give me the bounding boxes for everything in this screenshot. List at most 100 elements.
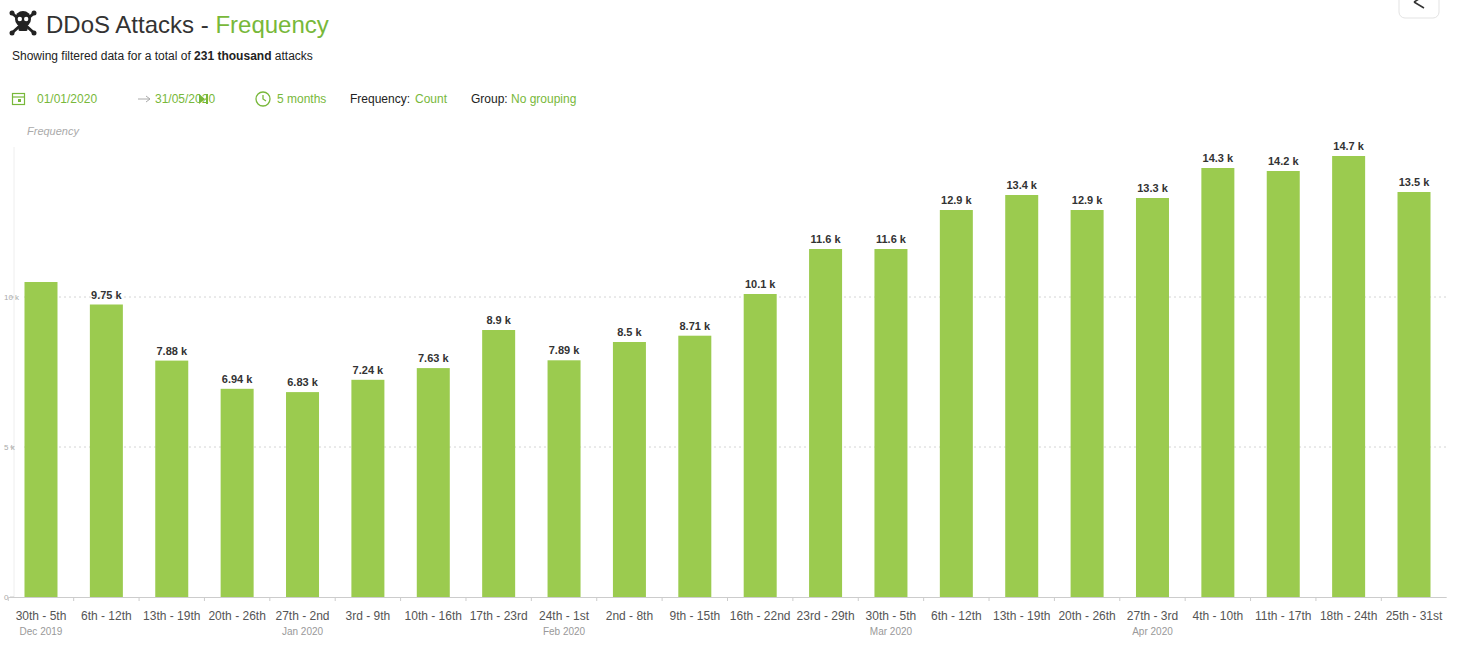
title-main: DDoS Attacks - xyxy=(46,11,215,38)
bar xyxy=(1398,192,1431,597)
calendar-frame xyxy=(13,94,25,105)
x-tick-label: 6th - 12th xyxy=(931,609,982,623)
x-tick-label: 30th - 5th xyxy=(16,609,67,623)
x-tick xyxy=(727,597,728,601)
period-label: Dec 2019 xyxy=(20,626,63,637)
skull-icon xyxy=(10,11,37,36)
x-tick-label: 13th - 19th xyxy=(993,609,1050,623)
period-label: Feb 2020 xyxy=(543,626,586,637)
clock-face xyxy=(256,92,270,106)
x-tick xyxy=(596,597,597,601)
bar xyxy=(874,249,907,597)
bar xyxy=(809,249,842,597)
x-tick xyxy=(531,597,532,601)
title: DDoS Attacks - Frequency xyxy=(46,11,329,38)
x-tick-label: 25th - 31st xyxy=(1386,609,1443,623)
eye xyxy=(24,17,28,21)
skull xyxy=(15,11,31,27)
x-tick xyxy=(8,597,9,601)
chart: DDoS Attacks - Frequency Showing filtered… xyxy=(0,0,1457,645)
x-tick-label: 6th - 12th xyxy=(81,609,132,623)
clock-icon xyxy=(256,92,270,106)
calendar-icon xyxy=(13,94,25,105)
calendar-line xyxy=(13,96,25,97)
share-icon xyxy=(1414,0,1424,8)
bar xyxy=(1136,198,1169,597)
period-label: Apr 2020 xyxy=(1132,626,1173,637)
bar xyxy=(1332,156,1365,597)
x-tick xyxy=(1250,597,1251,601)
bar xyxy=(286,392,319,597)
data-label: 11.6 k xyxy=(876,233,907,245)
data-label: 8.5 k xyxy=(617,326,642,338)
bar xyxy=(1201,168,1234,597)
x-tick-label: 23rd - 29th xyxy=(797,609,855,623)
duration: 5 months xyxy=(277,92,326,106)
data-label: 14.2 k xyxy=(1268,155,1299,167)
data-label: 12.9 k xyxy=(941,194,972,206)
x-tick xyxy=(1185,597,1186,601)
x-tick-label: 18th - 24th xyxy=(1320,609,1377,623)
x-tick xyxy=(465,597,466,601)
bar xyxy=(155,361,188,597)
y-tick-label: 10 k xyxy=(4,293,20,302)
data-label: 7.24 k xyxy=(353,364,384,376)
y-axis-line xyxy=(14,147,15,597)
clock-hands xyxy=(263,95,266,101)
period-label: Mar 2020 xyxy=(870,626,913,637)
bar xyxy=(1005,195,1038,597)
x-tick xyxy=(792,597,793,601)
subtitle: Showing filtered data for a total of 231… xyxy=(12,49,313,63)
bar xyxy=(351,380,384,597)
bar xyxy=(90,305,123,598)
y-tick-label: 5 k xyxy=(4,443,16,452)
data-label: 6.83 k xyxy=(287,376,318,388)
data-label: 7.89 k xyxy=(549,344,580,356)
share-button[interactable] xyxy=(1399,0,1439,18)
x-tick xyxy=(335,597,336,601)
x-tick xyxy=(1315,597,1316,601)
arrow-icon xyxy=(138,96,150,102)
period-label: Jan 2020 xyxy=(282,626,324,637)
y-axis-label: Frequency xyxy=(27,125,80,137)
x-tick-label: 20th - 26th xyxy=(208,609,265,623)
bar xyxy=(613,342,646,597)
x-tick-label: 16th - 22nd xyxy=(730,609,791,623)
data-label: 13.5 k xyxy=(1399,176,1430,188)
bone-end xyxy=(32,31,37,36)
bone-end xyxy=(32,11,37,16)
bar xyxy=(744,294,777,597)
x-tick-label: 20th - 26th xyxy=(1058,609,1115,623)
jaw xyxy=(19,25,28,31)
y-tick-label: 0 xyxy=(4,593,9,602)
x-tick-label: 10th - 16th xyxy=(405,609,462,623)
x-tick xyxy=(1119,597,1120,601)
x-tick-label: 17th - 23rd xyxy=(470,609,528,623)
x-tick-label: 3rd - 9th xyxy=(346,609,391,623)
x-tick-label: 13th - 19th xyxy=(143,609,200,623)
x-tick-label: 9th - 15th xyxy=(669,609,720,623)
data-label: 10.1 k xyxy=(745,278,776,290)
x-tick-label: 2nd - 8th xyxy=(606,609,653,623)
bar xyxy=(548,360,581,597)
frequency-value[interactable]: Count xyxy=(415,92,448,106)
frequency-label: Frequency: xyxy=(350,92,410,106)
x-tick xyxy=(1054,597,1055,601)
bar xyxy=(221,389,254,597)
group-label: Group: xyxy=(471,92,508,106)
data-label: 8.71 k xyxy=(680,320,711,332)
group-value[interactable]: No grouping xyxy=(511,92,576,106)
subtitle-text: attacks xyxy=(271,49,312,63)
bar xyxy=(1267,171,1300,597)
date-end: 31/05/2020 xyxy=(155,92,215,106)
data-label: 8.9 k xyxy=(486,314,511,326)
x-tick-label: 27th - 2nd xyxy=(275,609,329,623)
bone-end xyxy=(10,11,15,16)
data-label: 13.3 k xyxy=(1137,182,1168,194)
bar xyxy=(417,368,450,597)
x-tick xyxy=(269,597,270,601)
x-tick xyxy=(204,597,205,601)
x-tick-label: 27th - 3rd xyxy=(1127,609,1178,623)
x-tick xyxy=(989,597,990,601)
x-tick xyxy=(400,597,401,601)
